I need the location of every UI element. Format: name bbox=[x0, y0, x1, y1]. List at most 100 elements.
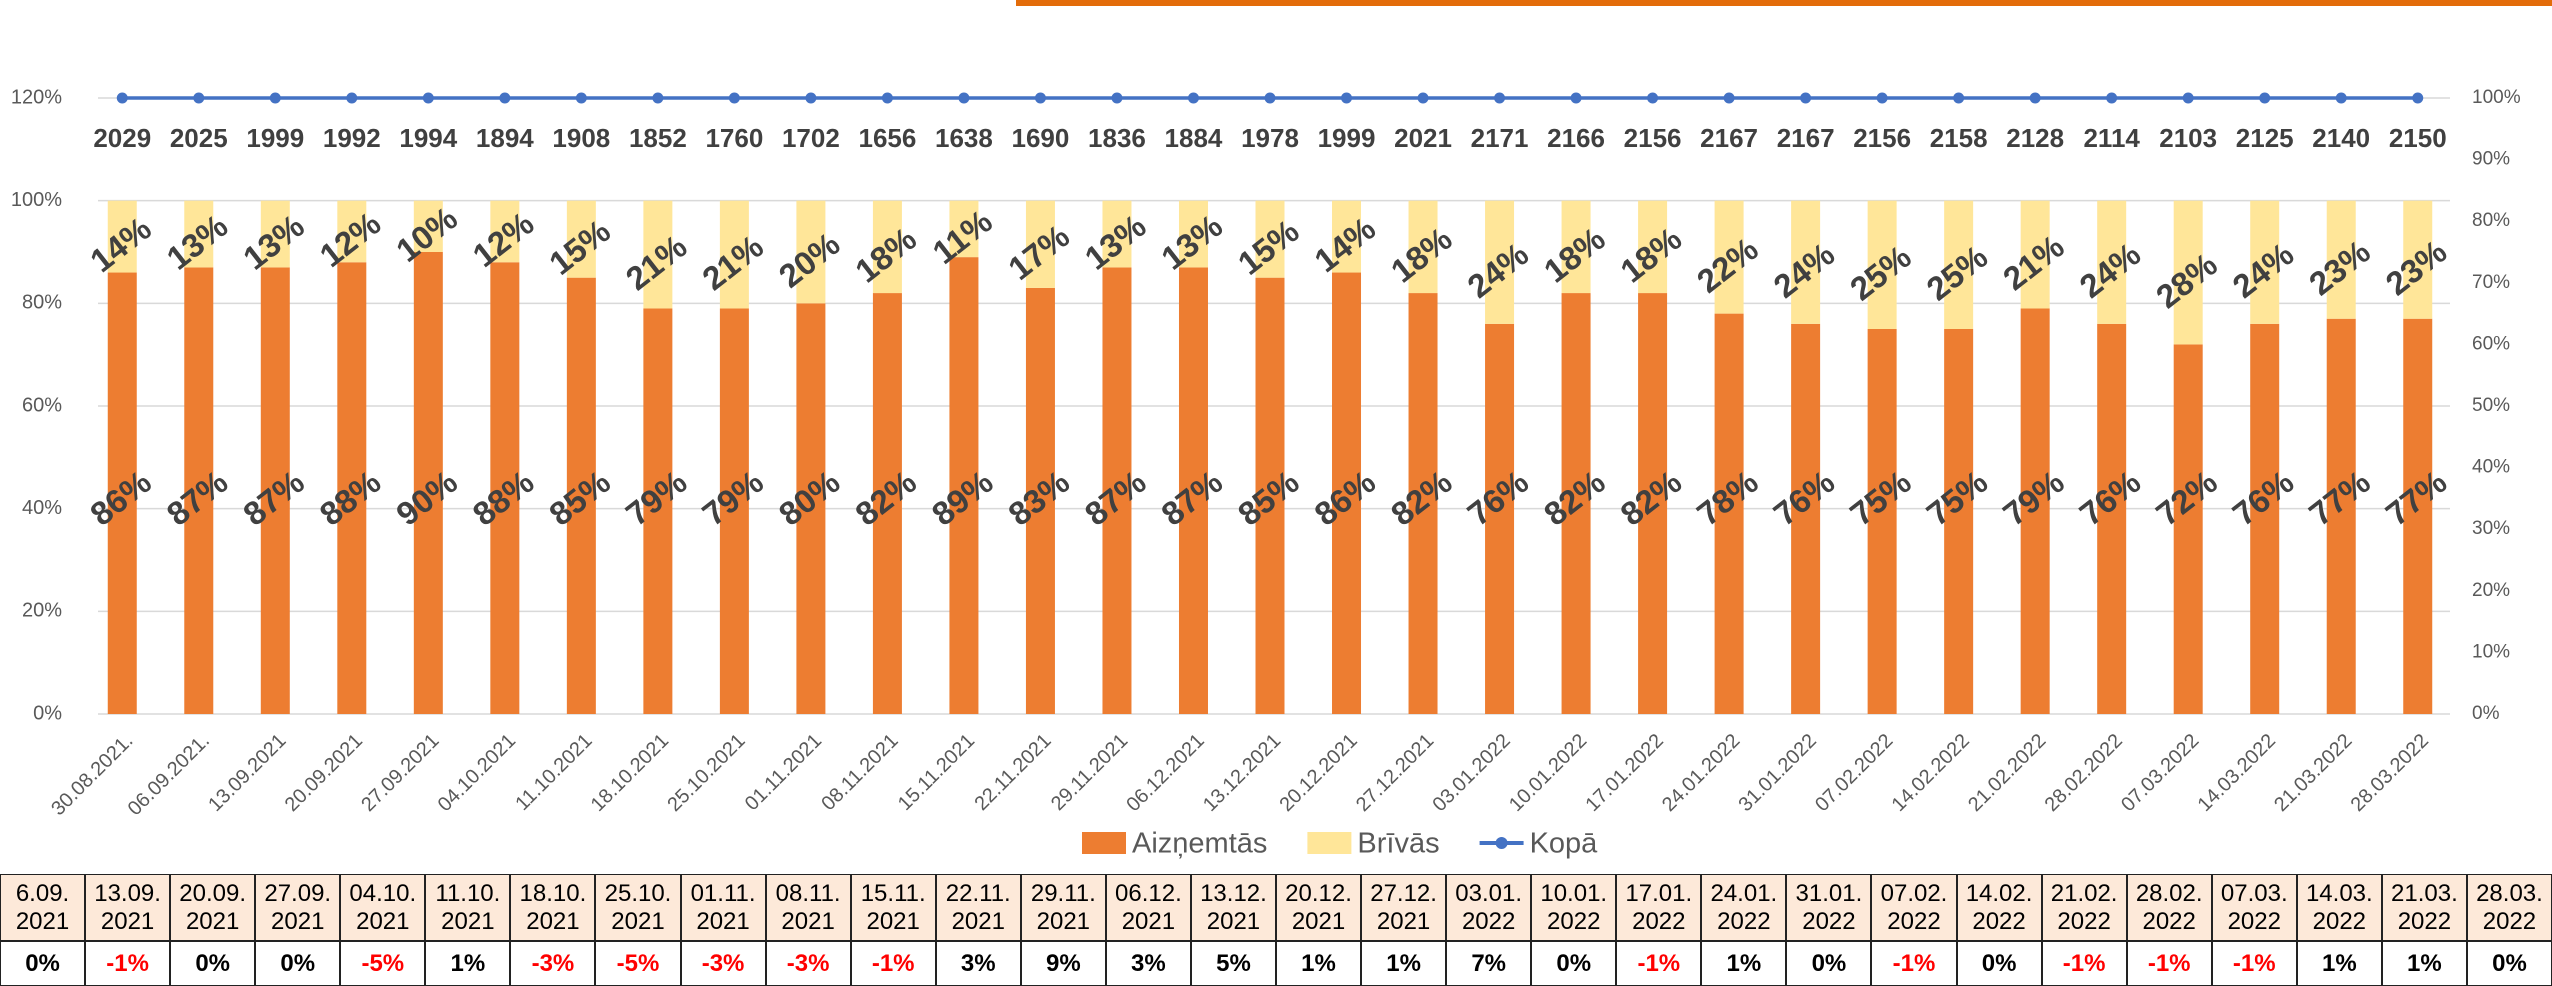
change-cell: 0% bbox=[170, 941, 256, 986]
cell-text: 2022 bbox=[1547, 907, 1601, 935]
bar-segment bbox=[1867, 329, 1897, 714]
cell-text: 0% bbox=[1556, 949, 1592, 977]
x-tick-label: 31.01.2022 bbox=[1735, 730, 1821, 816]
y2-tick-label: 90% bbox=[2472, 149, 2510, 170]
cell-text: 3% bbox=[1131, 949, 1166, 977]
header-cell: 21.03. 2022 bbox=[2381, 874, 2467, 941]
change-cell: 0% bbox=[1956, 941, 2042, 986]
cell-text: 2021 bbox=[781, 907, 835, 935]
header-cell: 25.10. 2021 bbox=[595, 874, 681, 941]
bar-segment bbox=[796, 303, 826, 714]
bar-segment bbox=[1561, 293, 1591, 714]
y2-tick-label: 30% bbox=[2472, 518, 2510, 539]
total-label: 2156 bbox=[1624, 123, 1682, 153]
legend-label: Aizņemtās bbox=[1132, 828, 1267, 860]
change-cell: -1% bbox=[85, 941, 171, 986]
cell-text: 2022 bbox=[2312, 907, 2367, 935]
x-tick-label: 11.10.2021 bbox=[511, 730, 596, 815]
cell-text: 3% bbox=[960, 949, 996, 977]
bar-segment bbox=[719, 200, 749, 309]
cell-text: 2021 bbox=[1121, 907, 1176, 935]
cell-text: 2022 bbox=[1887, 907, 1941, 935]
line-marker bbox=[269, 92, 281, 104]
line-marker bbox=[2412, 92, 2424, 104]
x-tick-label: 20.12.2021 bbox=[1275, 730, 1361, 816]
bar-segment bbox=[1102, 267, 1132, 714]
cell-text: 13.09. bbox=[94, 879, 161, 907]
bar-segment bbox=[1178, 267, 1208, 714]
y2-tick-label: 50% bbox=[2472, 395, 2510, 416]
cell-text: 18.10. bbox=[519, 879, 587, 907]
cell-text: 6.09. bbox=[15, 879, 70, 907]
x-tick-label: 07.03.2022 bbox=[2117, 730, 2203, 816]
header-cell: 06.12. 2021 bbox=[1105, 874, 1191, 941]
change-cell: 0% bbox=[1786, 941, 1872, 986]
line-marker bbox=[499, 92, 511, 104]
cell-text: 2021 bbox=[1291, 907, 1346, 935]
cell-text: 2021 bbox=[441, 907, 495, 935]
cell-text: 2021 bbox=[1206, 907, 1261, 935]
cell-text: -3% bbox=[531, 949, 575, 977]
header-cell: 28.02. 2022 bbox=[2126, 874, 2212, 941]
y2-tick-label: 40% bbox=[2472, 457, 2510, 478]
cell-text: -5% bbox=[361, 949, 405, 977]
bar-segment bbox=[1638, 293, 1668, 714]
cell-text: 1% bbox=[1726, 949, 1762, 977]
cell-text: 29.11. bbox=[1030, 879, 1096, 907]
line-marker bbox=[1341, 92, 1353, 104]
bar-segment bbox=[107, 200, 137, 273]
header-cell: 27.09. 2021 bbox=[255, 874, 341, 941]
cell-text: 2022 bbox=[2482, 907, 2537, 935]
x-tick-label: 15.11.2021 bbox=[894, 730, 979, 815]
cell-text: 2022 bbox=[2227, 907, 2281, 935]
cell-text: 0% bbox=[1981, 949, 2017, 977]
header-cell: 03.01. 2022 bbox=[1446, 874, 1532, 941]
total-label: 2140 bbox=[2312, 123, 2370, 153]
bar-segment bbox=[872, 293, 902, 714]
bar-segment bbox=[107, 272, 137, 714]
cell-text: 2021 bbox=[185, 907, 240, 935]
y2-tick-label: 60% bbox=[2472, 333, 2510, 354]
cell-text: -1% bbox=[106, 949, 149, 977]
total-label: 1690 bbox=[1012, 123, 1070, 153]
bar-segment bbox=[2020, 308, 2050, 714]
header-cell: 04.10. 2021 bbox=[340, 874, 426, 941]
total-label: 2150 bbox=[2389, 123, 2447, 153]
total-label: 1836 bbox=[1088, 123, 1146, 153]
top-accent bbox=[1016, 0, 2552, 6]
legend-label: Brīvās bbox=[1357, 828, 1439, 860]
y-tick-label: 100% bbox=[11, 189, 62, 211]
cell-text: 1% bbox=[2321, 949, 2357, 977]
total-label: 1994 bbox=[399, 123, 457, 153]
bar-segment bbox=[1561, 200, 1591, 294]
change-cell: 9% bbox=[1020, 941, 1106, 986]
x-tick-label: 13.12.2021 bbox=[1199, 730, 1285, 816]
total-label: 2167 bbox=[1777, 123, 1835, 153]
bar-segment bbox=[643, 200, 673, 309]
change-cell: 3% bbox=[935, 941, 1021, 986]
bar-segment bbox=[949, 257, 979, 714]
bar-segment bbox=[1867, 200, 1897, 329]
bar-segment bbox=[413, 200, 443, 252]
cell-text: 0% bbox=[280, 949, 316, 977]
cell-text: 2022 bbox=[2142, 907, 2196, 935]
bar-segment bbox=[1102, 200, 1132, 268]
y2-tick-label: 10% bbox=[2472, 641, 2510, 662]
header-cell: 07.03. 2022 bbox=[2211, 874, 2297, 941]
header-cell: 08.11. 2021 bbox=[765, 874, 851, 941]
change-cell: -1% bbox=[1616, 941, 1702, 986]
header-cell: 13.12. 2021 bbox=[1190, 874, 1276, 941]
bar-segment bbox=[413, 252, 443, 714]
bar-segment bbox=[1408, 200, 1438, 294]
cell-text: -1% bbox=[1892, 949, 1936, 977]
line-marker bbox=[1034, 92, 1046, 104]
cell-text: 2021 bbox=[526, 907, 580, 935]
bar-segment bbox=[1638, 200, 1668, 294]
cell-text: 28.03. bbox=[2476, 879, 2543, 907]
total-label: 2156 bbox=[1853, 123, 1911, 153]
line-marker bbox=[1800, 92, 1812, 104]
cell-text: 2021 bbox=[271, 907, 325, 935]
line-marker bbox=[881, 92, 893, 104]
line-marker bbox=[1876, 92, 1888, 104]
